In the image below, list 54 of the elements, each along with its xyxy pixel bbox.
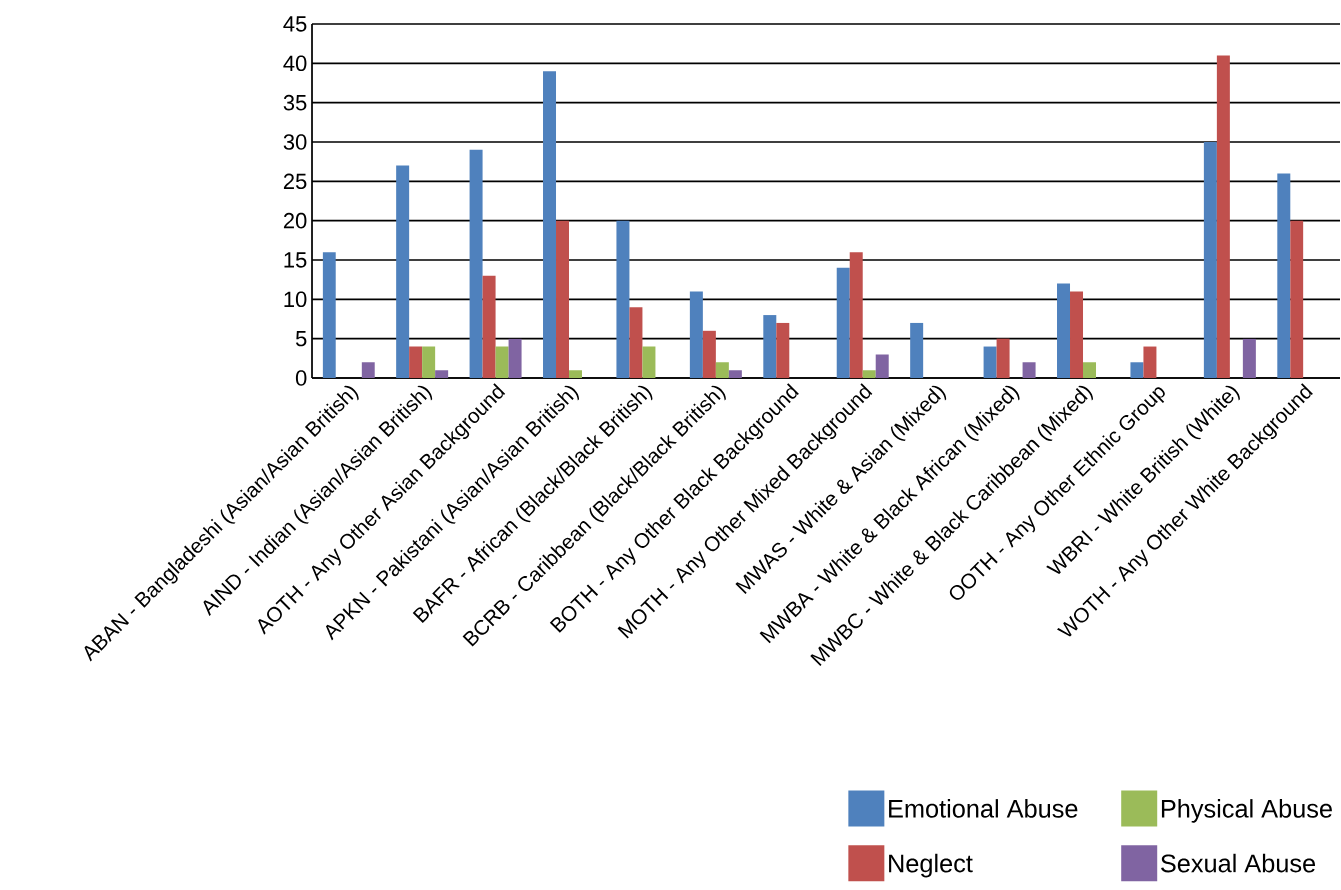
y-tick-label: 30 bbox=[283, 134, 307, 150]
bar bbox=[361, 362, 375, 378]
bar bbox=[422, 346, 436, 378]
y-tick-label: 25 bbox=[283, 173, 307, 190]
legend-label: Physical Abuse bbox=[1161, 799, 1332, 823]
bar bbox=[763, 315, 777, 378]
bar bbox=[849, 252, 863, 378]
bar bbox=[1216, 55, 1230, 378]
bar bbox=[435, 370, 449, 378]
bar bbox=[616, 220, 630, 378]
y-tick-label: 35 bbox=[283, 94, 307, 111]
bar bbox=[1130, 362, 1144, 378]
bar bbox=[875, 354, 889, 378]
bar bbox=[642, 346, 656, 378]
bar bbox=[1290, 220, 1304, 378]
y-tick-label: 20 bbox=[283, 212, 307, 229]
bar bbox=[1143, 346, 1157, 378]
bar bbox=[322, 252, 336, 378]
bar bbox=[1203, 142, 1217, 378]
y-tick-label: 5 bbox=[295, 330, 307, 347]
bar bbox=[996, 338, 1010, 378]
bar bbox=[469, 149, 483, 378]
bar bbox=[836, 267, 850, 378]
legend-label: Sexual Abuse bbox=[1161, 853, 1316, 873]
legend-label: Neglect bbox=[889, 853, 973, 878]
y-tick-label: 10 bbox=[284, 291, 307, 308]
bar bbox=[728, 370, 742, 378]
bar bbox=[776, 322, 790, 378]
bar bbox=[689, 291, 703, 378]
bar bbox=[715, 362, 729, 378]
bar bbox=[1070, 291, 1084, 378]
bar bbox=[508, 338, 522, 378]
bar bbox=[702, 330, 716, 378]
bar bbox=[1242, 338, 1256, 378]
bar bbox=[1083, 362, 1097, 378]
bar bbox=[495, 346, 509, 378]
bar bbox=[556, 220, 570, 378]
bar bbox=[629, 307, 643, 378]
bar bbox=[396, 165, 410, 378]
bar bbox=[569, 370, 582, 378]
legend-label: Emotional Abuse bbox=[889, 799, 1078, 818]
y-tick-label: 15 bbox=[284, 252, 307, 268]
y-tick-label: 40 bbox=[283, 55, 307, 72]
bar bbox=[409, 346, 423, 378]
bar bbox=[983, 346, 997, 378]
y-tick-label: 45 bbox=[283, 16, 307, 32]
bar bbox=[910, 322, 924, 378]
bar bbox=[1277, 173, 1291, 378]
bar bbox=[482, 275, 496, 378]
y-tick-label: 0 bbox=[295, 370, 307, 386]
bar bbox=[543, 71, 557, 378]
bar bbox=[1022, 362, 1036, 378]
bar bbox=[862, 370, 876, 378]
bar bbox=[1057, 283, 1071, 378]
